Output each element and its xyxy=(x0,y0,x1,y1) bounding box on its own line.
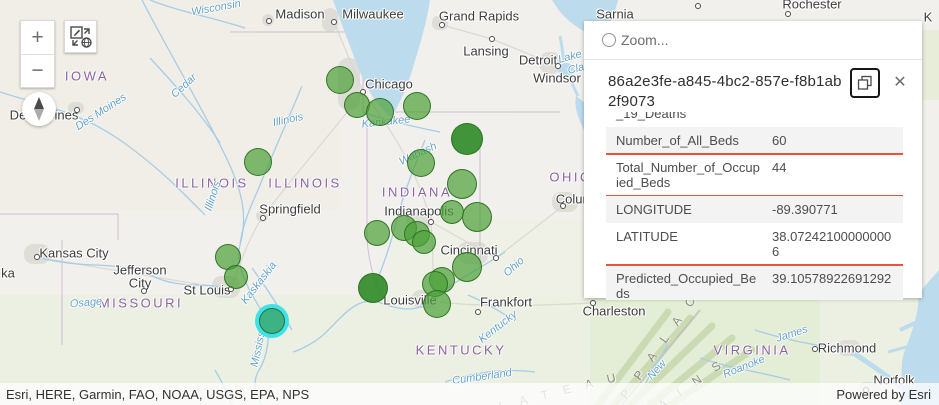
popup-close-button[interactable]: ✕ xyxy=(890,73,910,93)
overview-extent-button[interactable] xyxy=(64,20,97,53)
feature-popup: Zoom... 86a2e3fe-a845-4bc2-857e-f8b1ab2f… xyxy=(584,21,922,300)
map-marker[interactable] xyxy=(423,290,451,318)
powered-by-esri-link[interactable]: Powered by Esri xyxy=(836,386,931,402)
zoom-to-icon xyxy=(602,33,616,47)
map-marker[interactable] xyxy=(364,220,390,246)
field-label: Total_Number_of_Occupied_Beds xyxy=(616,160,760,190)
map-marker[interactable] xyxy=(244,148,272,176)
compass-needle-icon xyxy=(34,97,44,121)
attribute-row: Predicted_Occupied_Beds 39.10578922691292 xyxy=(606,264,903,300)
attribution-sources: Esri, HERE, Garmin, FAO, NOAA, USGS, EPA… xyxy=(6,386,310,402)
popup-zoom-label: Zoom... xyxy=(621,32,669,48)
close-icon: ✕ xyxy=(893,74,907,91)
map-marker[interactable] xyxy=(326,66,354,94)
field-value: 44 xyxy=(772,160,787,175)
map-marker[interactable] xyxy=(451,123,483,155)
map-marker[interactable] xyxy=(462,202,492,232)
popup-zoom-action[interactable]: Zoom... xyxy=(584,21,922,59)
map-marker[interactable] xyxy=(358,273,388,303)
compass-button[interactable] xyxy=(22,92,56,126)
field-value: 39.10578922691292 xyxy=(772,271,892,286)
field-label: Predicted_Occupied_Beds xyxy=(616,271,757,300)
selected-map-marker[interactable] xyxy=(259,308,285,334)
map-marker[interactable] xyxy=(452,252,482,282)
field-value: -89.390771 xyxy=(772,202,838,217)
field-value: 38.072421000000006 xyxy=(772,229,892,259)
popup-divider xyxy=(584,59,922,60)
attribute-row: LATITUDE 38.072421000000006 xyxy=(606,223,903,265)
field-label: LATITUDE xyxy=(616,229,678,244)
copy-icon xyxy=(857,75,872,90)
attribute-row: _19_Deaths xyxy=(606,112,903,127)
map-marker[interactable] xyxy=(403,92,431,120)
attribute-row: LONGITUDE -89.390771 xyxy=(606,196,903,223)
popup-rows: _19_Deaths Number_of_All_Beds 60 Total_Numb… xyxy=(606,112,903,300)
field-label: LONGITUDE xyxy=(616,202,692,217)
overview-extent-icon xyxy=(69,25,92,48)
zoom-control-group: + − xyxy=(20,20,55,88)
map-marker[interactable] xyxy=(344,92,370,118)
map-marker[interactable] xyxy=(447,169,477,199)
zoom-out-button[interactable]: − xyxy=(21,54,54,87)
attribute-row: Number_of_All_Beds 60 xyxy=(606,127,903,154)
field-label: _19_Deaths xyxy=(616,112,687,121)
field-value: 60 xyxy=(772,133,787,148)
popup-attribute-table[interactable]: _19_Deaths Number_of_All_Beds 60 Total_Numb… xyxy=(606,112,903,300)
popup-title: 86a2e3fe-a845-4bc2-857e-f8b1ab2f9073 xyxy=(608,73,842,110)
popup-header: 86a2e3fe-a845-4bc2-857e-f8b1ab2f9073 ✕ xyxy=(584,60,922,112)
map-marker[interactable] xyxy=(224,265,248,289)
copy-feature-button[interactable] xyxy=(850,68,880,98)
attribution-bar: Esri, HERE, Garmin, FAO, NOAA, USGS, EPA… xyxy=(0,383,939,405)
field-label: Number_of_All_Beds xyxy=(616,133,739,148)
map-marker[interactable] xyxy=(366,98,394,126)
field-value xyxy=(772,112,893,121)
map-marker[interactable] xyxy=(407,149,435,177)
map-marker[interactable] xyxy=(440,200,464,224)
zoom-in-button[interactable]: + xyxy=(21,21,54,54)
attribute-row: Total_Number_of_Occupied_Beds 44 xyxy=(606,153,903,197)
map-marker[interactable] xyxy=(412,230,436,254)
